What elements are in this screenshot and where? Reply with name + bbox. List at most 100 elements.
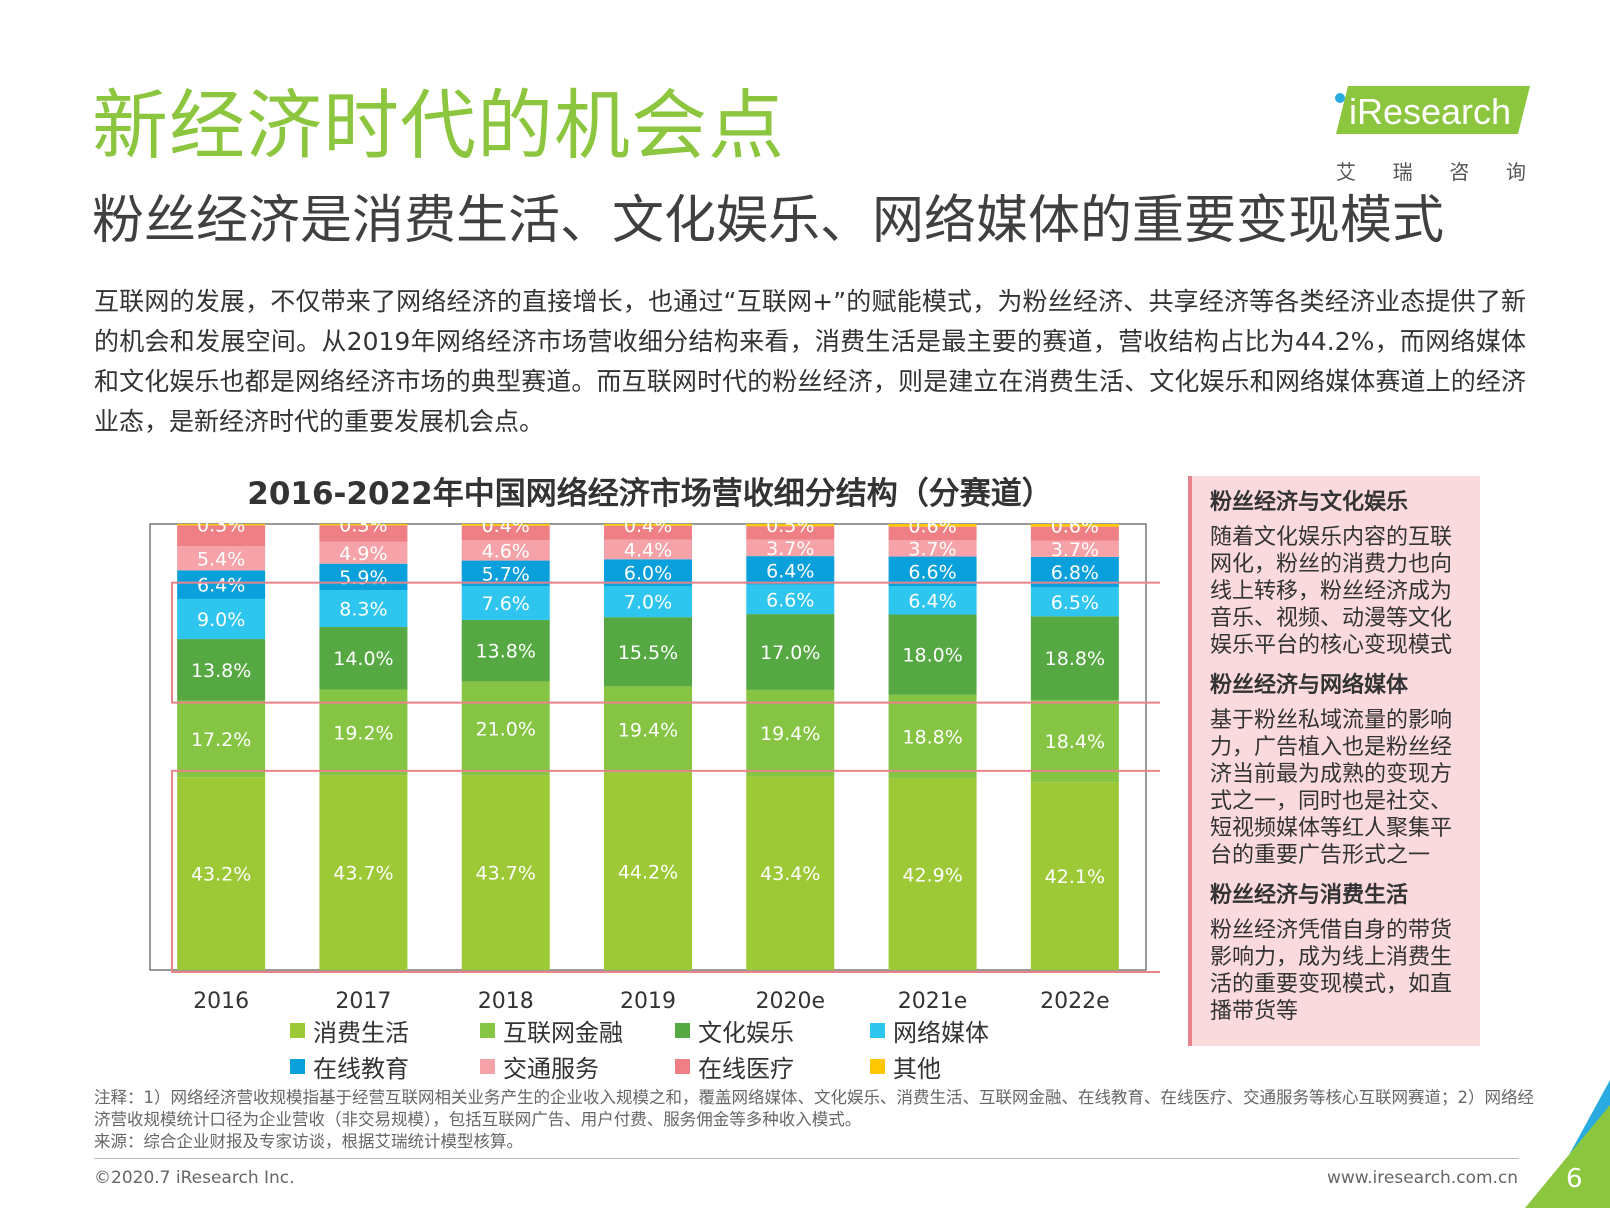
bar-segment: [1030, 587, 1119, 617]
website-link[interactable]: www.iresearch.com.cn: [1327, 1168, 1519, 1188]
logo-text: iResearch: [1349, 91, 1511, 132]
data-label: 43.7%: [333, 863, 393, 885]
x-tick-label: 2018: [478, 989, 534, 1010]
data-label: 5.4%: [197, 548, 245, 570]
logo-cn-char: 瑞: [1392, 160, 1413, 184]
data-label: 42.1%: [1045, 866, 1105, 888]
data-label: 6.6%: [908, 561, 956, 583]
data-label: 0.4%: [482, 515, 530, 537]
data-label: 15.5%: [618, 642, 678, 664]
legend-swatch: [675, 1059, 690, 1074]
legend-label: 网络媒体: [893, 1019, 989, 1047]
bar-segment: [888, 585, 977, 615]
bar-segment: [177, 700, 266, 778]
source-text: 来源：综合企业财报及专家访谈，根据艾瑞统计模型核算。: [94, 1132, 523, 1151]
bar-segment: [604, 772, 692, 970]
bar-segment: [461, 525, 550, 541]
data-label: 0.6%: [1051, 515, 1099, 537]
bar-segment: [319, 627, 408, 690]
side-body: 随着文化娱乐内容的互联网化，粉丝的消费力也向线上转移，粉丝经济成为音乐、视频、动…: [1210, 525, 1453, 658]
legend-swatch: [870, 1059, 885, 1074]
data-label: 0.5%: [766, 515, 814, 537]
data-label: 4.6%: [482, 540, 530, 562]
note-text: 注释：1）网络经济营收规模指基于经营互联网相关业务产生的企业收入规模之和，覆盖网…: [94, 1088, 1534, 1129]
bar-segment: [177, 524, 266, 526]
logo-cn-text: 艾 瑞 咨 询: [1336, 156, 1526, 185]
legend-swatch: [480, 1059, 495, 1074]
legend-swatch: [870, 1023, 885, 1038]
bar-segment: [746, 584, 835, 615]
legend-item: 其他: [870, 1049, 941, 1084]
legend-label: 交通服务: [503, 1055, 599, 1083]
data-label: 13.8%: [191, 660, 251, 682]
bar-segment: [319, 541, 408, 564]
chart-title: 2016-2022年中国网络经济市场营收细分结构（分赛道）: [247, 476, 1053, 512]
bar-segment: [319, 775, 408, 970]
side-panel: 粉丝经济与文化娱乐 随着文化娱乐内容的互联网化，粉丝的消费力也向线上转移，粉丝经…: [1188, 476, 1480, 1046]
data-label: 43.4%: [760, 863, 820, 885]
data-label: 5.7%: [482, 563, 530, 585]
legend-label: 互联网金融: [503, 1019, 623, 1047]
bar-segment: [746, 689, 835, 777]
bar-segment: [888, 694, 977, 779]
data-label: 8.3%: [339, 599, 387, 621]
data-label: 9.0%: [197, 609, 245, 631]
legend-swatch: [675, 1023, 690, 1038]
bar-segment: [461, 540, 550, 561]
bar-segment: [604, 617, 692, 687]
bar-segment: [177, 570, 266, 599]
data-label: 0.4%: [624, 515, 672, 537]
bar-segment: [319, 590, 408, 628]
data-label: 14.0%: [333, 648, 393, 670]
bar-segment: [177, 598, 266, 640]
page-number: 6: [1566, 1164, 1583, 1194]
side-heading: 粉丝经济与网络媒体: [1210, 673, 1409, 698]
data-label: 0.3%: [197, 515, 245, 537]
bar-segment: [177, 639, 266, 701]
legend-swatch: [290, 1023, 305, 1038]
bar-segment: [888, 614, 977, 695]
data-label: 3.7%: [908, 538, 956, 560]
data-label: 3.7%: [1051, 539, 1099, 561]
data-label: 0.3%: [339, 515, 387, 537]
footer-divider: [94, 1158, 1519, 1159]
bar-segment: [1030, 524, 1119, 527]
data-label: 43.2%: [191, 864, 251, 886]
data-label: 6.4%: [766, 560, 814, 582]
bar-segment: [888, 556, 977, 586]
data-label: 17.2%: [191, 729, 251, 751]
side-heading: 粉丝经济与文化娱乐: [1210, 490, 1409, 515]
data-label: 6.0%: [624, 563, 672, 585]
x-tick-label: 2021e: [898, 989, 968, 1010]
bar-segment: [461, 619, 550, 682]
data-label: 19.2%: [333, 722, 393, 744]
side-body: 基于粉丝私域流量的影响力，广告植入也是粉丝经济当前最为成熟的变现方式之一，同时也…: [1210, 708, 1453, 868]
x-tick-label: 2017: [335, 989, 391, 1010]
page-subtitle: 粉丝经济是消费生活、文化娱乐、网络媒体的重要变现模式: [92, 191, 1445, 251]
bar-segment: [746, 556, 835, 585]
data-label: 19.4%: [618, 720, 678, 742]
side-heading: 粉丝经济与消费生活: [1210, 883, 1409, 908]
data-label: 18.8%: [1045, 648, 1105, 670]
data-label: 6.4%: [908, 590, 956, 612]
bar-segment: [1030, 540, 1119, 558]
highlight-box: [171, 581, 1160, 704]
bar-segment: [604, 525, 692, 540]
data-label: 43.7%: [476, 863, 536, 885]
data-label: 6.5%: [1051, 592, 1099, 614]
bar-segment: [746, 539, 835, 557]
data-label: 7.6%: [482, 593, 530, 615]
highlight-box: [171, 769, 1160, 973]
bar-segment: [461, 681, 550, 776]
logo-mark: iResearch: [1335, 86, 1530, 134]
legend-item: 文化娱乐: [675, 1013, 794, 1048]
legend-item: 互联网金融: [480, 1013, 623, 1048]
data-label: 6.8%: [1051, 562, 1099, 584]
data-label: 19.4%: [760, 723, 820, 745]
legend-label: 消费生活: [313, 1019, 409, 1047]
side-section-entertainment: 粉丝经济与文化娱乐 随着文化娱乐内容的互联网化，粉丝的消费力也向线上转移，粉丝经…: [1210, 488, 1470, 659]
bar-segment: [177, 546, 266, 571]
bar-segment: [177, 777, 266, 970]
data-label: 21.0%: [476, 718, 536, 740]
bar-segment: [888, 524, 977, 527]
